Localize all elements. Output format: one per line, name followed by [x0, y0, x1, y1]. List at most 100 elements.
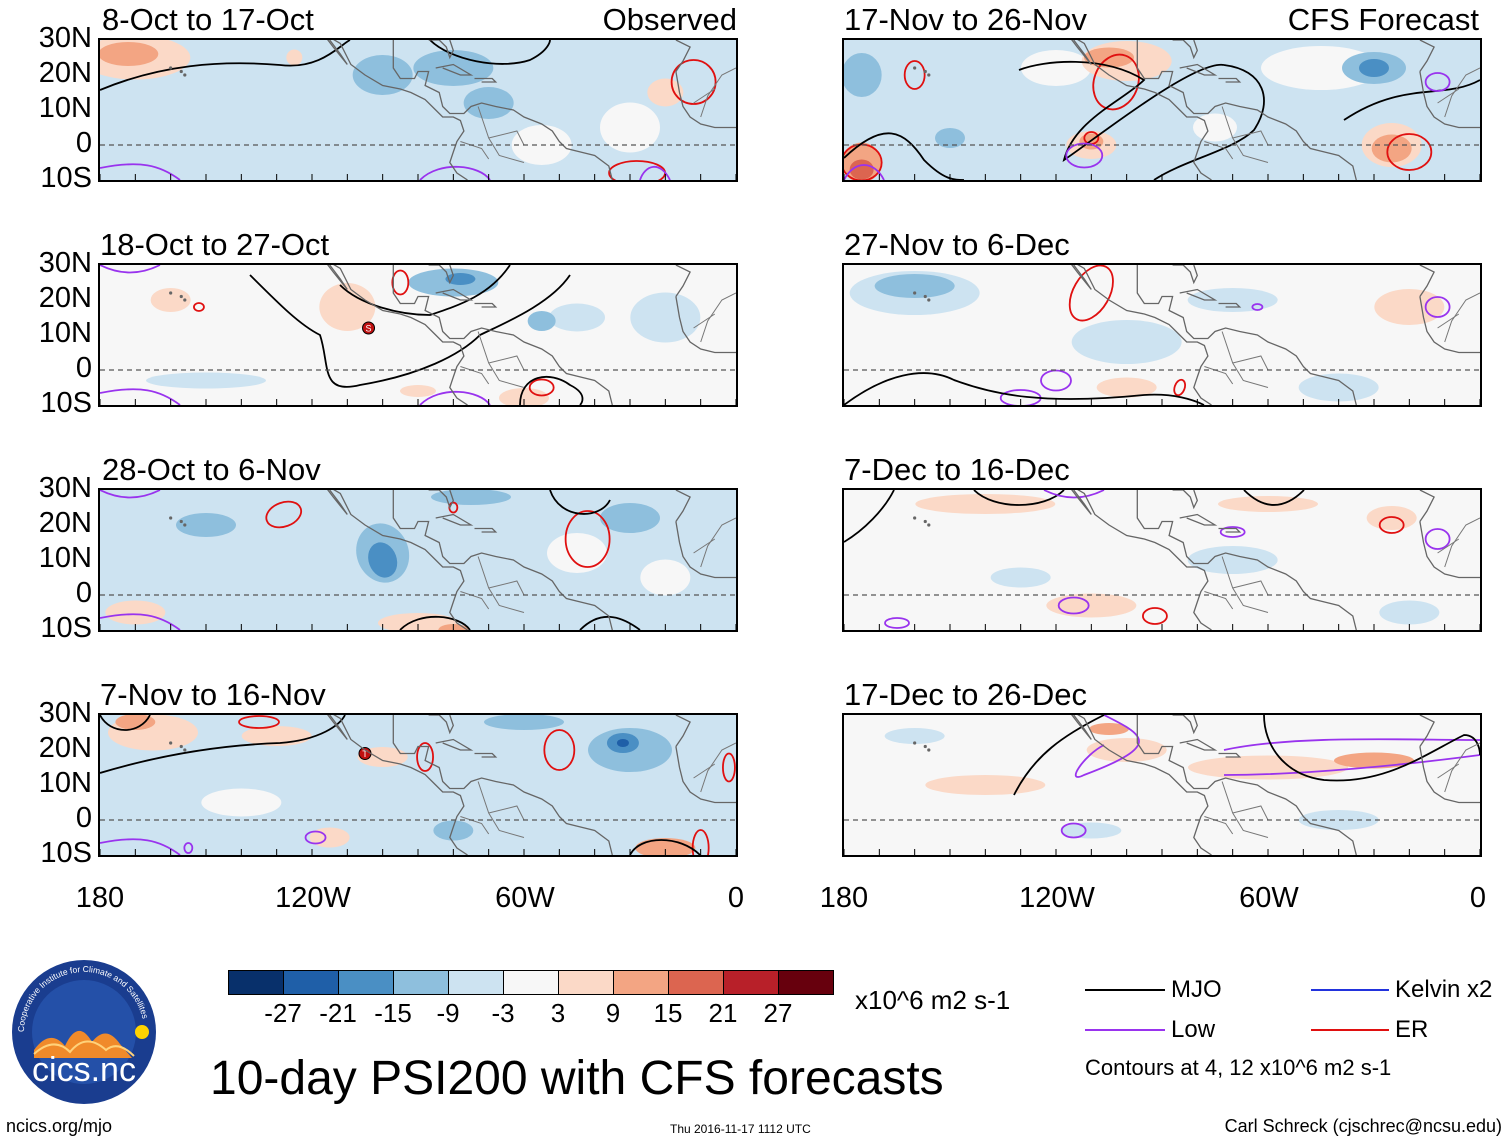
- coastline: [169, 40, 736, 180]
- legend-note: Contours at 4, 12 x10^6 m2 s-1: [1085, 1055, 1392, 1080]
- legend-mjo-label: MJO: [1171, 976, 1222, 1003]
- contour: [419, 390, 491, 405]
- contour: [100, 715, 346, 774]
- anomaly-shading: [1096, 377, 1157, 398]
- legend-er-label: ER: [1395, 1016, 1429, 1043]
- coastline-path: [333, 490, 468, 630]
- border-path: [477, 331, 525, 388]
- colorbar-label: -21: [319, 998, 357, 1028]
- border-path: [1221, 556, 1269, 613]
- contour: [416, 742, 434, 772]
- contour: [1223, 738, 1480, 751]
- coastline-path: [675, 746, 736, 804]
- lat-label-row2-10n: 10N: [38, 317, 92, 349]
- panel-2-title: 17-Nov to 26-Nov: [844, 2, 1087, 37]
- island: [927, 73, 931, 77]
- contour: [1040, 369, 1072, 392]
- contour: [100, 265, 161, 274]
- anomaly-shading: [309, 827, 350, 848]
- coastline-path: [1218, 752, 1242, 758]
- border-path: [1437, 763, 1460, 779]
- legend-kelvin-label: Kelvin x2: [1395, 976, 1493, 1003]
- coastline-path: [392, 40, 613, 180]
- coastline: [913, 40, 1480, 180]
- contour: [193, 302, 205, 312]
- colorbar-box: [283, 970, 339, 995]
- lat-label-row4-10s: 10S: [40, 837, 92, 869]
- lat-label-row3-10s: 10S: [40, 612, 92, 644]
- coastline-path: [1077, 715, 1212, 855]
- anomaly-shading: [1046, 593, 1137, 618]
- contour: [528, 378, 555, 397]
- coastline-path: [1419, 296, 1480, 354]
- colorbar-label: 27: [763, 998, 793, 1028]
- contour: [579, 615, 641, 630]
- coastline-path: [675, 265, 691, 297]
- anomaly-shading: [1298, 373, 1379, 402]
- contour: [1043, 490, 1105, 499]
- contour: [304, 830, 327, 845]
- border-path: [700, 742, 736, 793]
- border-path: [488, 580, 525, 596]
- anomaly-shading: [319, 283, 376, 331]
- contour: [265, 500, 303, 529]
- lat-label-row3-0: 0: [75, 577, 92, 609]
- lon-label-left-60w: 60W: [495, 882, 555, 914]
- coastline-path: [1077, 40, 1212, 180]
- coastline-path: [1077, 490, 1212, 630]
- coastline-path: [1419, 521, 1480, 579]
- island: [923, 69, 927, 74]
- colorbar-box: [338, 970, 394, 995]
- legend: MJO Kelvin x2 Low ER Contours at 4, 12 x…: [1085, 970, 1505, 1080]
- anomaly-shading: [1374, 289, 1445, 325]
- contour: [1057, 596, 1090, 615]
- island: [913, 516, 917, 520]
- coastline-path: [1071, 490, 1092, 515]
- border-path: [1204, 141, 1234, 160]
- lat-label-row3-20n: 20N: [38, 507, 92, 539]
- colorbar-label: 15: [653, 998, 683, 1028]
- coastline-path: [327, 265, 348, 290]
- anomaly-shading: [630, 292, 701, 343]
- coastline-path: [1136, 490, 1357, 630]
- island: [183, 748, 187, 752]
- border-path: [477, 556, 525, 613]
- colorbar-box: [448, 970, 504, 995]
- border-path: [700, 517, 736, 568]
- island: [927, 298, 931, 302]
- map-panel-8-svg: [844, 715, 1480, 855]
- colorbar-box: [668, 970, 724, 995]
- map-panel-5-svg: [100, 490, 736, 630]
- cics-logo: Cooperative Institute for Climate and Sa…: [10, 958, 158, 1106]
- border-path: [693, 88, 716, 104]
- border-path: [693, 313, 716, 329]
- coastline-path: [1419, 715, 1435, 747]
- lon-label-right-120w: 120W: [1019, 882, 1095, 914]
- lon-label-left-180: 180: [75, 882, 125, 914]
- border-path: [1232, 130, 1269, 146]
- coastline-path: [428, 40, 455, 60]
- island: [169, 516, 173, 520]
- border-path: [1437, 538, 1460, 554]
- anomaly-shading: [105, 600, 166, 625]
- contour: [100, 838, 181, 855]
- border-path: [1437, 313, 1460, 329]
- panel-1-title: 8-Oct to 17-Oct: [102, 2, 314, 37]
- coastline-path: [1071, 715, 1092, 740]
- lat-label-row2-20n: 20N: [38, 282, 92, 314]
- island: [169, 66, 173, 70]
- anomaly-shading: [844, 53, 882, 97]
- contour: [1424, 72, 1451, 92]
- anomaly-shading: [484, 715, 564, 730]
- anomaly-shading: [935, 128, 965, 148]
- island: [913, 66, 917, 70]
- panel-3-title: 18-Oct to 27-Oct: [100, 227, 330, 262]
- coastline-path: [428, 265, 455, 285]
- contour: [391, 269, 410, 296]
- lat-label-row1-0: 0: [75, 127, 92, 159]
- anomaly-shading: [1366, 506, 1417, 530]
- coastline-path: [333, 40, 468, 180]
- contour: [1065, 142, 1104, 169]
- border-path: [1204, 591, 1234, 610]
- coastline-path: [675, 521, 736, 579]
